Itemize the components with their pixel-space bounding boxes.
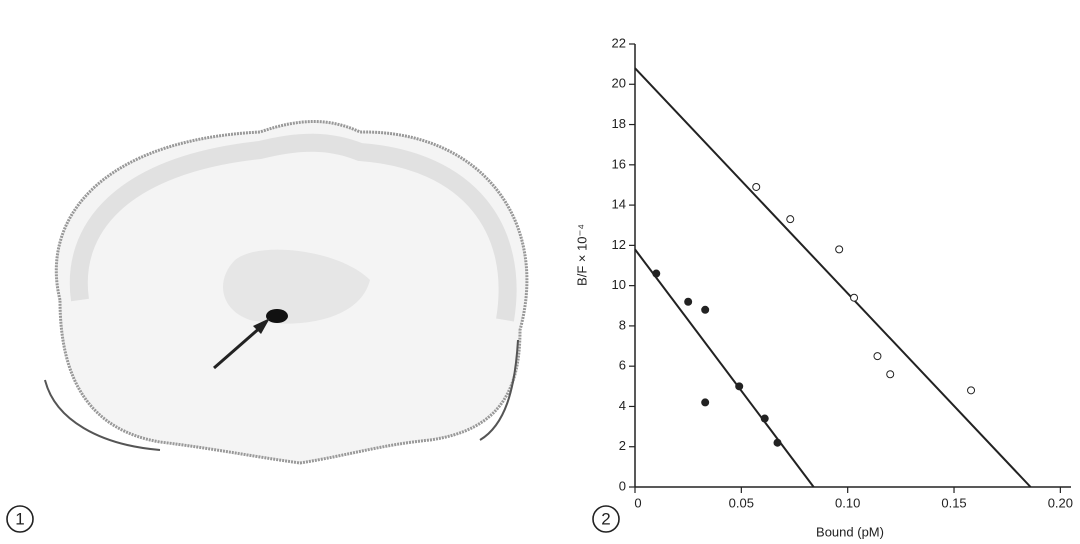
x-tick-label: 0.10 bbox=[835, 495, 860, 510]
data-point bbox=[702, 306, 709, 313]
data-point bbox=[653, 270, 660, 277]
x-tick-label: 0.05 bbox=[729, 495, 754, 510]
x-tick-label: 0.15 bbox=[941, 495, 966, 510]
x-axis-label: Bound (pM) bbox=[816, 524, 884, 539]
y-tick-label: 10 bbox=[612, 277, 626, 292]
data-point bbox=[851, 294, 858, 301]
fit-line bbox=[635, 68, 1031, 487]
panel-label: 1 bbox=[15, 509, 24, 528]
y-tick-label: 8 bbox=[619, 317, 626, 332]
panel-label: 2 bbox=[601, 509, 610, 528]
y-tick-label: 16 bbox=[612, 156, 626, 171]
x-tick-label: 0 bbox=[634, 495, 641, 510]
data-point bbox=[787, 216, 794, 223]
y-tick-label: 14 bbox=[612, 197, 626, 212]
figure: 1 2 Bound (pM) B/F × 10⁻⁴ 0 0.05 0.10 0.15 0… bbox=[0, 0, 1080, 544]
data-point bbox=[736, 383, 743, 390]
y-tick-label: 0 bbox=[619, 478, 626, 493]
data-point bbox=[874, 353, 881, 360]
data-point bbox=[753, 183, 760, 190]
data-point bbox=[774, 439, 781, 446]
data-point bbox=[887, 371, 894, 378]
data-point bbox=[685, 298, 692, 305]
y-tick-label: 18 bbox=[612, 116, 626, 131]
y-tick-label: 2 bbox=[619, 438, 626, 453]
data-point bbox=[702, 399, 709, 406]
x-tick-label: 0.20 bbox=[1048, 495, 1073, 510]
y-tick-label: 4 bbox=[619, 398, 626, 413]
y-tick-label: 6 bbox=[619, 358, 626, 373]
data-point bbox=[836, 246, 843, 253]
fit-line bbox=[635, 249, 814, 487]
data-point bbox=[761, 415, 768, 422]
brain-section bbox=[45, 122, 527, 464]
y-tick-label: 12 bbox=[612, 237, 626, 252]
y-axis-label: B/F × 10⁻⁴ bbox=[574, 224, 589, 286]
y-tick-label: 20 bbox=[612, 76, 626, 91]
data-point bbox=[968, 387, 975, 394]
y-tick-label: 22 bbox=[612, 35, 626, 50]
